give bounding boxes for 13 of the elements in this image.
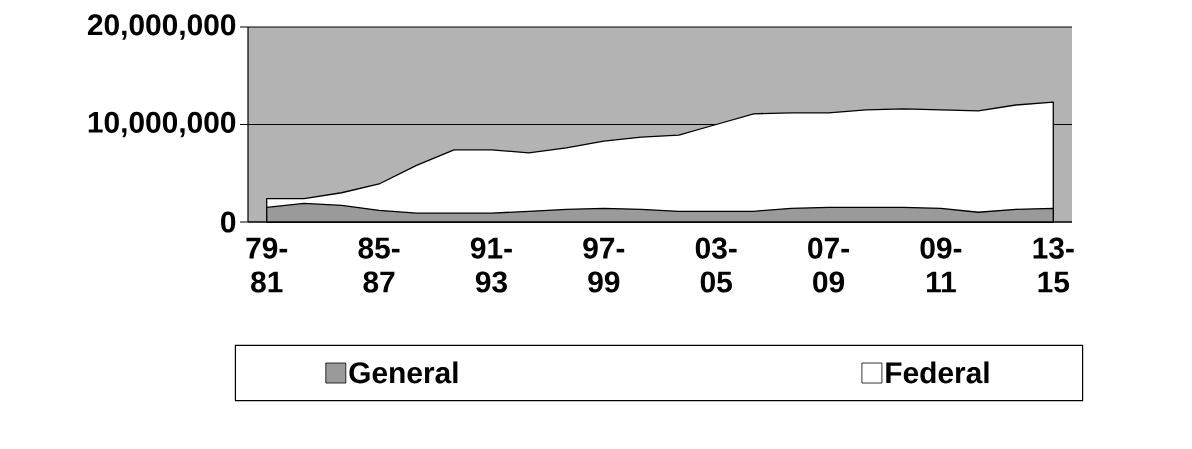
- x-tick-label: 03-05: [695, 237, 737, 293]
- y-tick-label: 20,000,000: [87, 14, 236, 40]
- y-tick-label: 0: [221, 211, 236, 233]
- x-tick-label: 07-09: [808, 237, 849, 293]
- legend-label: Federal: [886, 361, 989, 384]
- legend-label: General: [349, 361, 458, 384]
- y-tick-label: 10,000,000: [88, 111, 236, 138]
- x-tick-label: 79-81: [246, 237, 288, 293]
- x-tick-label: 85-87: [358, 237, 400, 293]
- x-tick-label: 91-93: [470, 237, 512, 293]
- x-tick-label: 13-15: [1033, 237, 1074, 293]
- x-tick-label: 09-11: [920, 237, 962, 293]
- x-tick-label: 97-99: [583, 237, 625, 293]
